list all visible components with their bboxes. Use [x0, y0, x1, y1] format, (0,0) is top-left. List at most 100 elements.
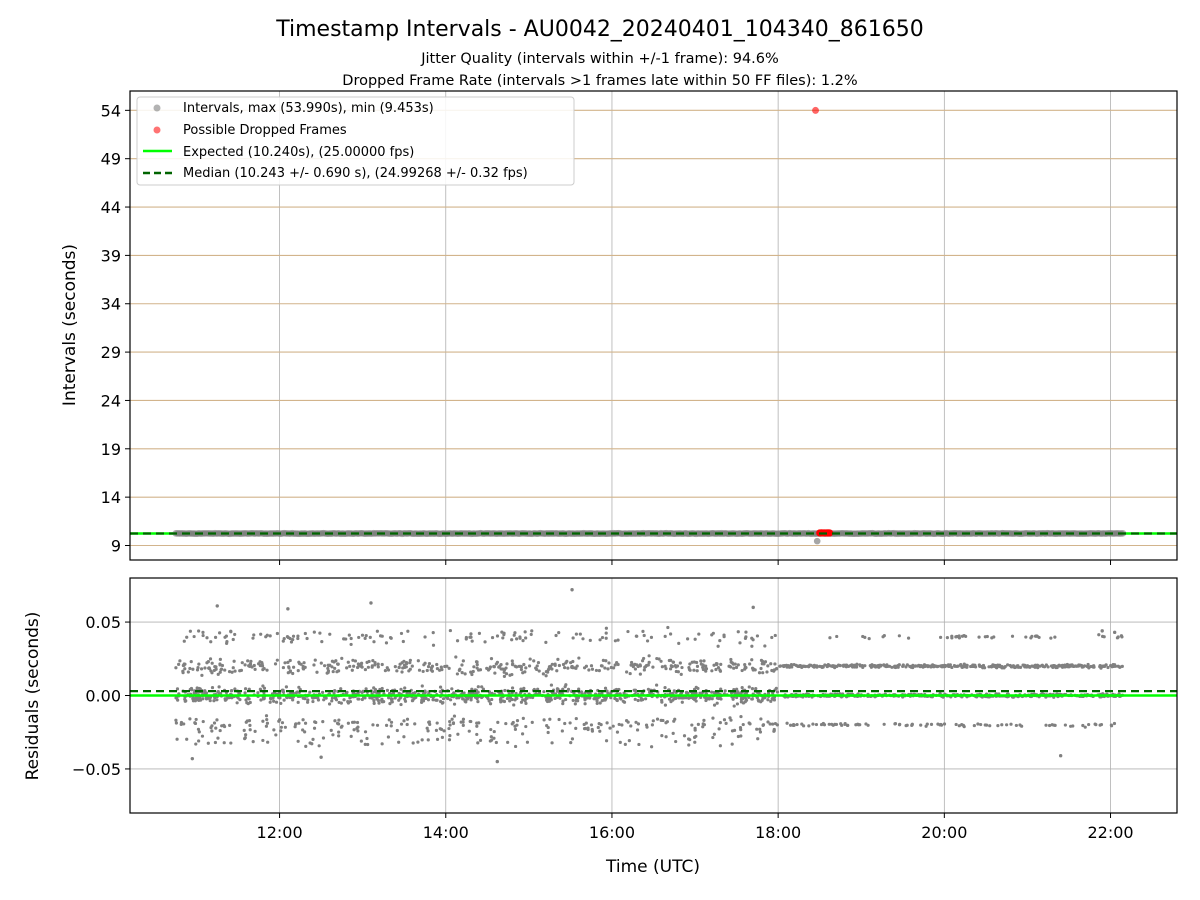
residual-point [996, 663, 1000, 667]
residual-point [174, 696, 178, 700]
intervals-y-tick-label: 49 [101, 150, 121, 169]
residual-point [340, 724, 344, 728]
residual-point [604, 626, 608, 630]
residual-point [499, 696, 503, 700]
residual-point [1032, 664, 1036, 668]
residual-point [489, 727, 493, 732]
residual-point [663, 664, 667, 668]
residual-point [1053, 635, 1057, 639]
residual-point [246, 659, 250, 663]
intervals-y-tick-label: 24 [101, 391, 121, 410]
residual-point [820, 665, 824, 669]
residual-point [590, 729, 595, 733]
residual-point [563, 685, 567, 689]
residual-point [570, 737, 575, 741]
residual-point [291, 634, 296, 638]
residual-point [747, 685, 751, 689]
residual-point [175, 687, 180, 691]
residual-point [1073, 664, 1077, 668]
residual-point [451, 721, 456, 726]
residual-point [293, 725, 297, 729]
residual-point [832, 664, 837, 668]
residual-point [447, 738, 452, 742]
residual-point [869, 663, 874, 667]
residual-point [252, 633, 256, 637]
residual-point [722, 633, 726, 637]
residual-point [408, 658, 412, 662]
residual-point [672, 689, 676, 693]
residual-point [439, 665, 443, 669]
residual-point [301, 667, 306, 671]
residual-point [728, 716, 732, 720]
residual-point [403, 699, 408, 703]
residual-point [1051, 665, 1055, 669]
residual-point [1018, 723, 1022, 727]
residual-point [229, 741, 233, 745]
residual-point [274, 700, 279, 704]
residual-point [352, 720, 357, 724]
residual-point [741, 722, 745, 727]
intervals-y-tick-label: 19 [101, 440, 121, 459]
residual-point [657, 657, 661, 661]
residual-point [197, 629, 201, 633]
residual-point [521, 698, 525, 702]
residual-point [556, 657, 560, 661]
residual-point [337, 700, 341, 705]
residual-point [768, 722, 772, 726]
residual-point [642, 668, 646, 672]
residual-point [470, 672, 474, 677]
residual-point [554, 633, 558, 638]
residual-point [673, 717, 677, 721]
residual-point [687, 743, 691, 747]
residual-point [249, 659, 253, 663]
residual-point [537, 669, 541, 673]
residual-point [318, 631, 322, 635]
residual-point [429, 668, 433, 672]
residual-point [305, 636, 309, 641]
residual-point [1050, 723, 1054, 727]
residual-point [649, 635, 654, 640]
residual-outlier-point [369, 601, 373, 605]
residual-point [878, 663, 882, 667]
residual-point [542, 690, 546, 694]
residual-point [504, 721, 508, 726]
residual-point [647, 660, 651, 664]
residual-point [671, 731, 675, 735]
residual-point [359, 664, 363, 668]
residual-point [337, 718, 341, 722]
residual-point [330, 699, 334, 703]
residual-point [1087, 722, 1091, 727]
residual-point [311, 737, 315, 741]
residual-point [353, 659, 357, 663]
residual-point [402, 719, 406, 723]
residual-point [520, 732, 525, 736]
residual-point [555, 687, 560, 691]
residual-point [344, 637, 348, 641]
residual-point [639, 698, 643, 702]
residual-outlier-point [751, 605, 755, 610]
residual-point [674, 739, 678, 744]
residual-point [213, 696, 217, 700]
residual-point [660, 700, 664, 704]
residual-point [373, 660, 377, 665]
residual-point [248, 723, 252, 727]
residual-point [384, 723, 389, 727]
residual-point [264, 714, 269, 718]
residual-point [188, 717, 192, 721]
residual-point [356, 729, 360, 733]
residual-point [410, 664, 414, 668]
residual-point [194, 717, 198, 722]
residual-point [604, 659, 608, 663]
residual-point [772, 669, 776, 673]
residual-point [261, 738, 265, 743]
residual-point [217, 685, 221, 689]
residual-point [477, 631, 482, 635]
residual-point [499, 663, 503, 667]
residuals-points [174, 588, 1125, 764]
residual-point [363, 730, 368, 734]
residual-outlier-point [1100, 629, 1104, 633]
residual-point [397, 665, 401, 670]
residual-point [1093, 722, 1097, 726]
residual-point [389, 720, 394, 724]
residual-point [759, 717, 763, 721]
